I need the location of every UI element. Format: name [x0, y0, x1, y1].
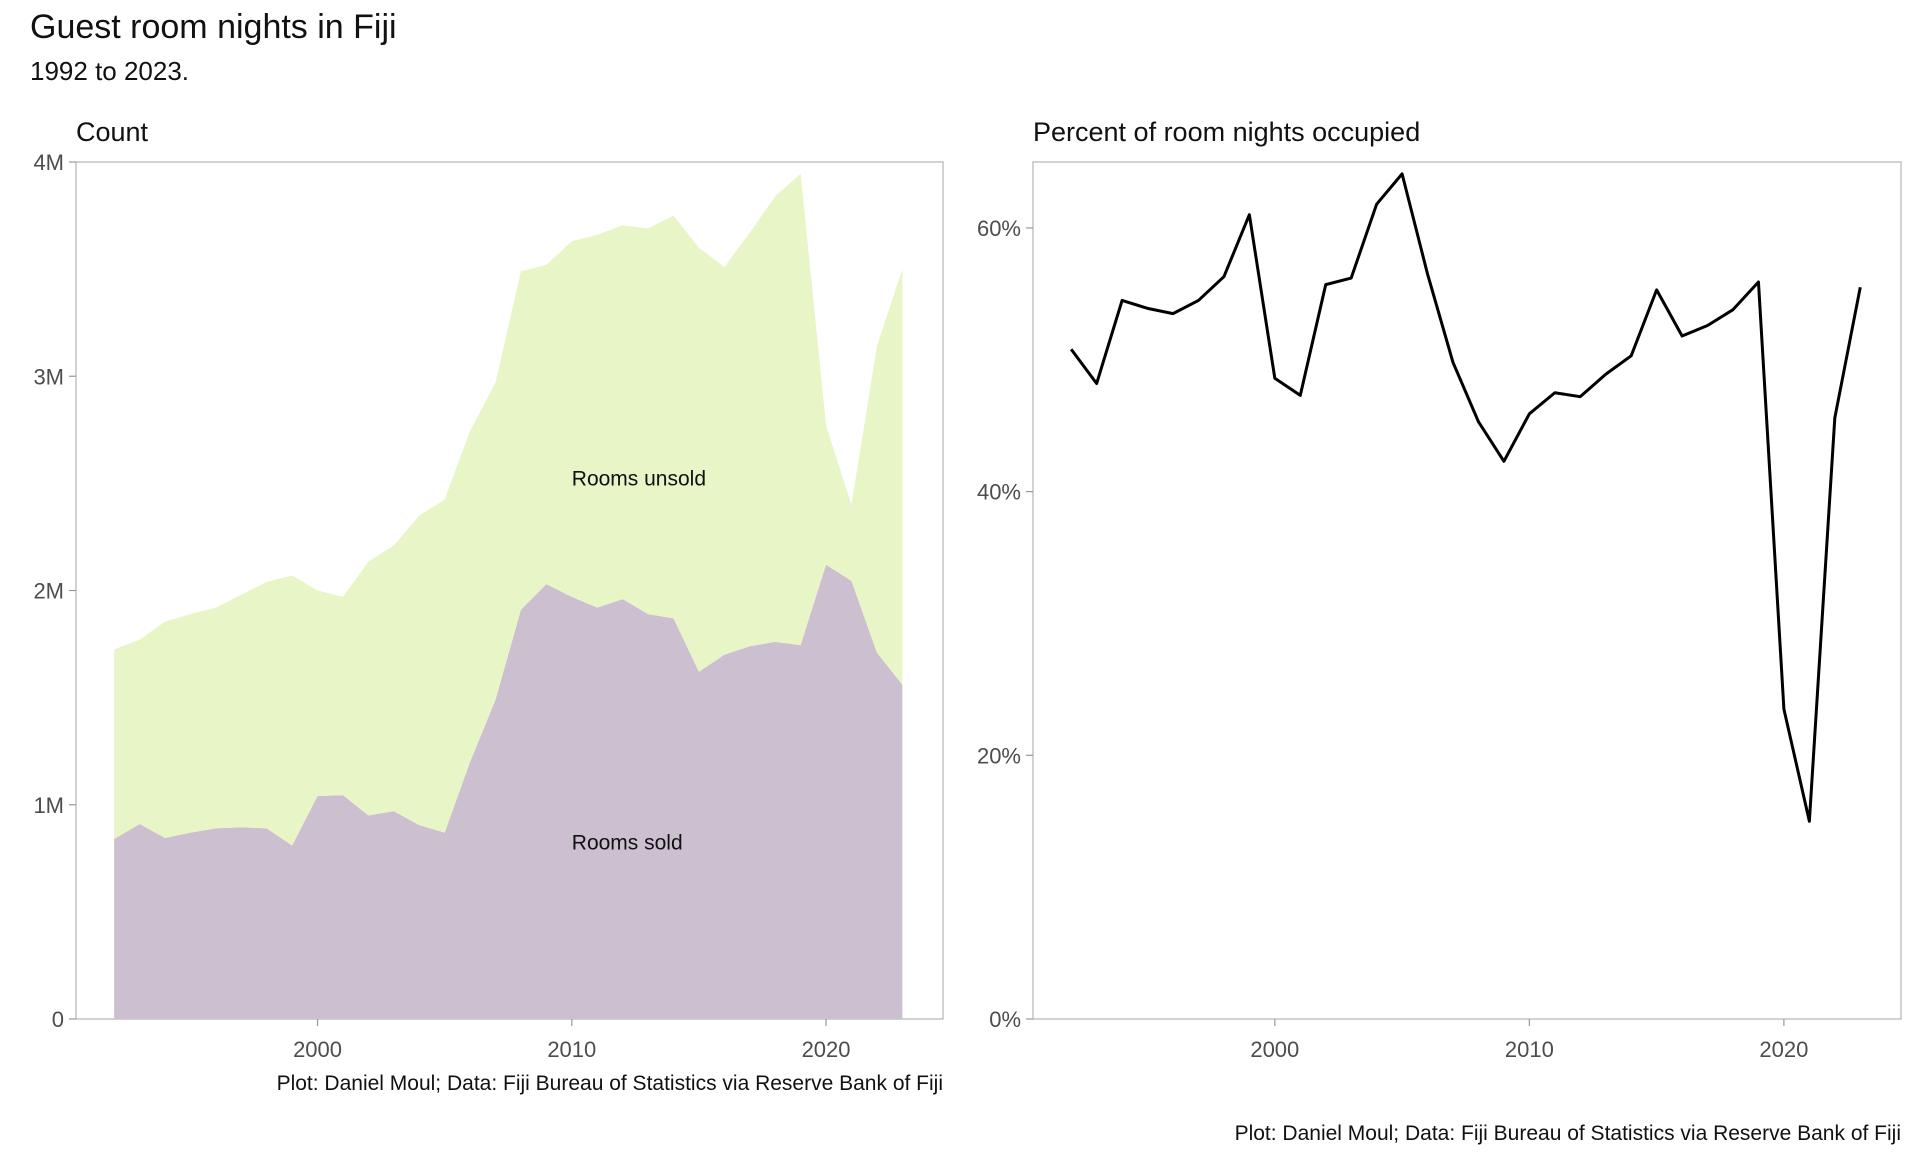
y-tick-label: 0% — [989, 1007, 1021, 1032]
y-tick-label: 1M — [33, 793, 64, 818]
area-series-rooms-unsold — [114, 173, 903, 846]
x-tick-label: 2010 — [1505, 1037, 1554, 1062]
plot-frame — [1032, 161, 1902, 1020]
caption: Plot: Daniel Moul; Data: Fiji Bureau of … — [277, 1072, 943, 1095]
area-label: Rooms unsold — [572, 468, 706, 491]
chart-subtitle: 1992 to 2023. — [30, 56, 190, 86]
x-tick-label: 2010 — [547, 1037, 596, 1062]
y-tick-label: 2M — [33, 579, 64, 604]
x-tick-label: 2020 — [802, 1037, 851, 1062]
x-tick-label: 2000 — [293, 1037, 342, 1062]
x-tick-label: 2020 — [1759, 1037, 1808, 1062]
chart-title: Guest room nights in Fiji — [30, 8, 397, 46]
occupancy-line — [1069, 172, 1862, 823]
y-tick-label: 4M — [33, 150, 64, 175]
area-label: Rooms sold — [572, 832, 683, 855]
area-series-rooms-sold — [114, 564, 903, 1019]
y-tick-label: 20% — [977, 743, 1021, 768]
caption: Plot: Daniel Moul; Data: Fiji Bureau of … — [1235, 1122, 1901, 1145]
x-tick-label: 2000 — [1250, 1037, 1299, 1062]
panel-title: Percent of room nights occupied — [1033, 117, 1420, 147]
y-tick-label: 60% — [977, 216, 1021, 241]
y-tick-label: 40% — [977, 480, 1021, 505]
y-tick-label: 0 — [52, 1007, 64, 1032]
y-tick-label: 3M — [33, 364, 64, 389]
panel-title: Count — [76, 117, 149, 147]
